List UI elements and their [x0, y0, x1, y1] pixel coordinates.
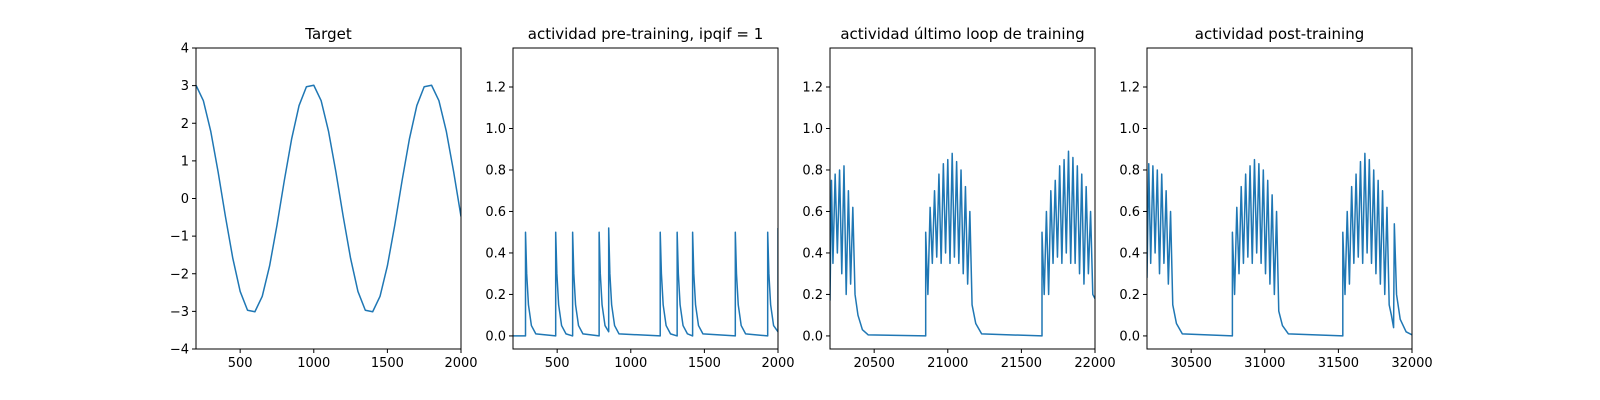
subplot-title: Target [304, 25, 352, 43]
x-tick-label: 22000 [1074, 356, 1115, 371]
y-tick-label: 0.8 [802, 163, 823, 178]
y-tick-label: 0.0 [1119, 329, 1140, 344]
x-tick-label: 1500 [688, 356, 721, 371]
x-tick-label: 1000 [297, 356, 330, 371]
y-tick-label: 1.0 [1119, 122, 1140, 137]
x-tick-label: 2000 [444, 356, 477, 371]
line [196, 84, 461, 313]
x-tick-label: 32000 [1391, 356, 1432, 371]
y-tick-label: 0.2 [802, 288, 823, 303]
axes-frame [512, 47, 779, 350]
y-tick-label: −3 [170, 305, 189, 320]
x-tick-label: 1000 [614, 356, 647, 371]
line [1147, 152, 1412, 337]
subplot-title: actividad pre-training, ipqif = 1 [528, 25, 764, 43]
y-tick-label: 2 [181, 117, 189, 132]
x-tick-label: 500 [545, 356, 570, 371]
y-tick-label: −1 [170, 230, 189, 245]
x-tick-label: 20500 [853, 356, 894, 371]
line [513, 227, 778, 337]
x-tick-label: 21500 [1001, 356, 1042, 371]
y-tick-label: 0.2 [1119, 288, 1140, 303]
x-tick-label: 500 [228, 356, 253, 371]
y-tick-label: 3 [181, 79, 189, 94]
line [830, 150, 1095, 337]
y-tick-label: 1.2 [485, 80, 506, 95]
y-tick-label: 0.4 [485, 246, 506, 261]
y-tick-label: −2 [170, 267, 189, 282]
y-tick-label: 0.2 [485, 288, 506, 303]
x-tick-label: 2000 [761, 356, 794, 371]
y-tick-label: 0.6 [1119, 205, 1140, 220]
x-tick-label: 21000 [927, 356, 968, 371]
y-tick-label: 1.0 [485, 122, 506, 137]
subplot-title: actividad último loop de training [840, 25, 1084, 43]
y-tick-label: 1.2 [802, 80, 823, 95]
y-tick-label: 4 [181, 42, 189, 57]
y-tick-label: 1.0 [802, 122, 823, 137]
y-tick-label: −4 [170, 343, 189, 358]
x-tick-label: 31500 [1318, 356, 1359, 371]
subplot-title: actividad post-training [1195, 25, 1364, 43]
y-tick-label: 0.8 [1119, 163, 1140, 178]
y-tick-label: 0.4 [802, 246, 823, 261]
y-tick-label: 0.4 [1119, 246, 1140, 261]
y-tick-label: 0.0 [485, 329, 506, 344]
y-tick-label: 1.2 [1119, 80, 1140, 95]
y-tick-label: 0 [181, 192, 189, 207]
y-tick-label: 1 [181, 154, 189, 169]
y-tick-label: 0.6 [485, 205, 506, 220]
x-tick-label: 1500 [371, 356, 404, 371]
axes-frame [1146, 47, 1413, 350]
axes-frame [829, 47, 1096, 350]
x-tick-label: 31000 [1244, 356, 1285, 371]
y-tick-label: 0.8 [485, 163, 506, 178]
y-tick-label: 0.0 [802, 329, 823, 344]
y-tick-label: 0.6 [802, 205, 823, 220]
x-tick-label: 30500 [1170, 356, 1211, 371]
